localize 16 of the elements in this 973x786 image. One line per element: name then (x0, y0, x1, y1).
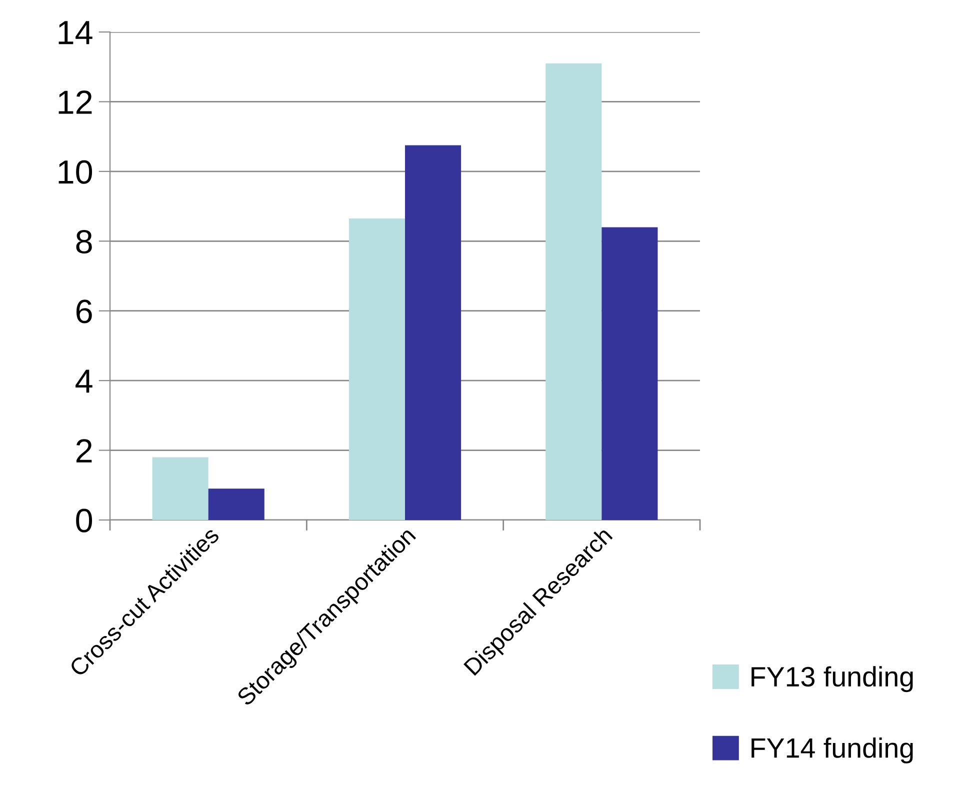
bar (152, 457, 208, 520)
y-tick-label: 4 (76, 370, 92, 393)
y-tick-label: 8 (76, 230, 92, 254)
y-tick-label: 0 (76, 508, 92, 532)
y-tick-label: 6 (76, 300, 92, 324)
y-tick-label: 2 (76, 439, 92, 462)
bar (602, 227, 658, 520)
legend-label: FY14 funding (752, 738, 913, 764)
y-tick-label: 10 (58, 160, 92, 184)
legend-label: FY13 funding (752, 666, 913, 692)
y-tick-label: 12 (58, 90, 92, 114)
bar (405, 145, 462, 520)
bar (348, 218, 405, 520)
bar (546, 63, 602, 520)
bar (208, 488, 264, 520)
y-tick-label: 14 (58, 21, 92, 44)
